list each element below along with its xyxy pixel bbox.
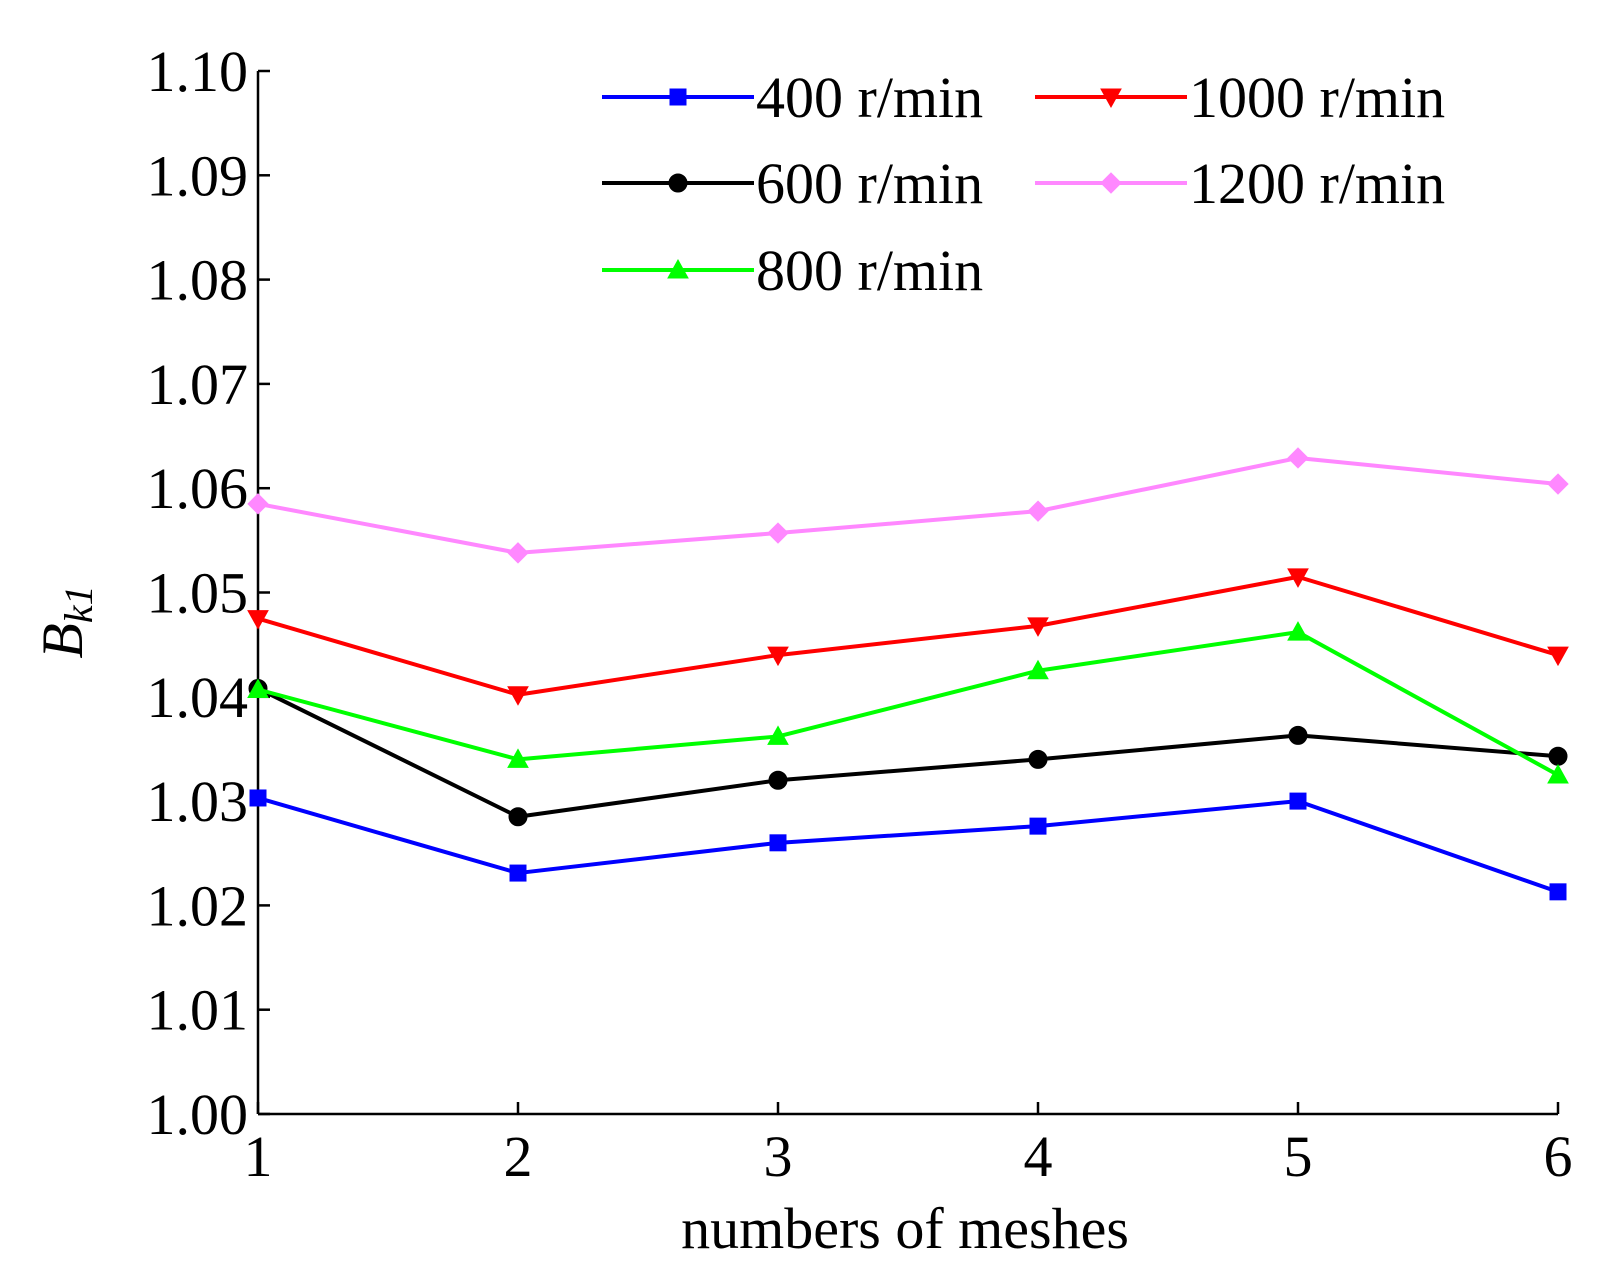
series-line [257, 630, 1559, 777]
data-point [507, 748, 529, 768]
legend-marker [667, 258, 689, 279]
legend-item: 800 r/min [602, 238, 983, 303]
y-tick-label: 1.04 [147, 665, 249, 730]
y-tick-label: 1.02 [147, 873, 249, 938]
y-tick-label: 1.08 [147, 248, 249, 313]
data-point [249, 789, 267, 807]
data-point [1547, 763, 1569, 784]
y-tick-label: 1.01 [147, 978, 249, 1043]
series-line [257, 574, 1559, 697]
data-point [767, 522, 789, 544]
y-tick-label: 1.05 [147, 561, 249, 626]
svg-text:Bk1: Bk1 [30, 585, 101, 658]
series-400-r-min [249, 789, 1567, 901]
y-tick-label: 1.09 [147, 143, 249, 208]
y-axis-title: Bk1 [30, 585, 101, 658]
data-point [1547, 646, 1569, 667]
data-point [769, 834, 787, 852]
legend-label: 800 r/min [756, 238, 983, 303]
legend-label: 1200 r/min [1189, 151, 1445, 216]
y-tick-label: 1.07 [147, 352, 249, 417]
axes [256, 71, 1558, 1116]
series-600-r-min [248, 678, 1568, 827]
data-point [768, 770, 788, 790]
data-point [507, 542, 529, 564]
x-tick-label: 3 [764, 1124, 793, 1189]
x-ticks: 1 2 3 4 5 6 [244, 1102, 1573, 1189]
data-point [1548, 746, 1568, 766]
legend: 400 r/min 1000 r/min 600 r/min 1200 r/min 80… [602, 65, 1445, 303]
data-point [767, 646, 789, 667]
y-tick-label: 1.03 [147, 769, 249, 834]
data-point [1027, 500, 1049, 522]
legend-marker [1100, 172, 1122, 194]
y-axis-title-sub: k1 [56, 585, 101, 623]
x-tick-label: 1 [244, 1124, 273, 1189]
data-point [767, 725, 789, 745]
data-point [1027, 617, 1049, 637]
series-line [257, 455, 1559, 555]
legend-label: 1000 r/min [1189, 65, 1445, 130]
x-tick-label: 6 [1544, 1124, 1573, 1189]
y-tick-label: 1.00 [147, 1082, 249, 1147]
series-1200-r-min [247, 447, 1569, 564]
data-point [247, 493, 269, 515]
y-tick-label: 1.10 [147, 39, 249, 104]
legend-item: 1000 r/min [1035, 65, 1445, 130]
y-ticks: 1.00 1.01 1.02 1.03 1.04 1.05 1.06 1.07 1.08 1.09… [147, 39, 270, 1147]
y-tick-label: 1.06 [147, 456, 249, 521]
data-point [247, 678, 269, 698]
legend-label: 400 r/min [756, 65, 983, 130]
series-line [257, 796, 1559, 894]
series-line [257, 686, 1559, 819]
data-point [1287, 568, 1309, 588]
data-point [1549, 883, 1567, 901]
legend-item: 600 r/min [602, 151, 983, 216]
legend-item: 1200 r/min [1035, 151, 1445, 216]
series-800-r-min [247, 621, 1569, 784]
data-point [508, 807, 528, 827]
series-layer [247, 447, 1569, 901]
legend-item: 400 r/min [602, 65, 983, 130]
data-point [507, 686, 529, 706]
data-point [1027, 659, 1049, 680]
data-point [1029, 817, 1047, 835]
legend-label: 600 r/min [756, 151, 983, 216]
data-point [1288, 725, 1308, 745]
legend-marker [669, 88, 687, 106]
legend-marker [1100, 88, 1122, 109]
data-point [1287, 447, 1309, 469]
data-point [1547, 473, 1569, 495]
legend-marker [668, 173, 688, 193]
data-point [1287, 621, 1309, 641]
x-tick-label: 4 [1024, 1124, 1053, 1189]
data-point [1028, 749, 1048, 769]
data-point [509, 864, 527, 882]
series-1000-r-min [247, 568, 1569, 706]
y-axis-title-main: B [30, 623, 95, 658]
x-tick-label: 2 [504, 1124, 533, 1189]
x-axis-title: numbers of meshes [681, 1196, 1129, 1261]
data-point [1289, 792, 1307, 810]
x-tick-label: 5 [1284, 1124, 1313, 1189]
data-point [247, 610, 269, 630]
